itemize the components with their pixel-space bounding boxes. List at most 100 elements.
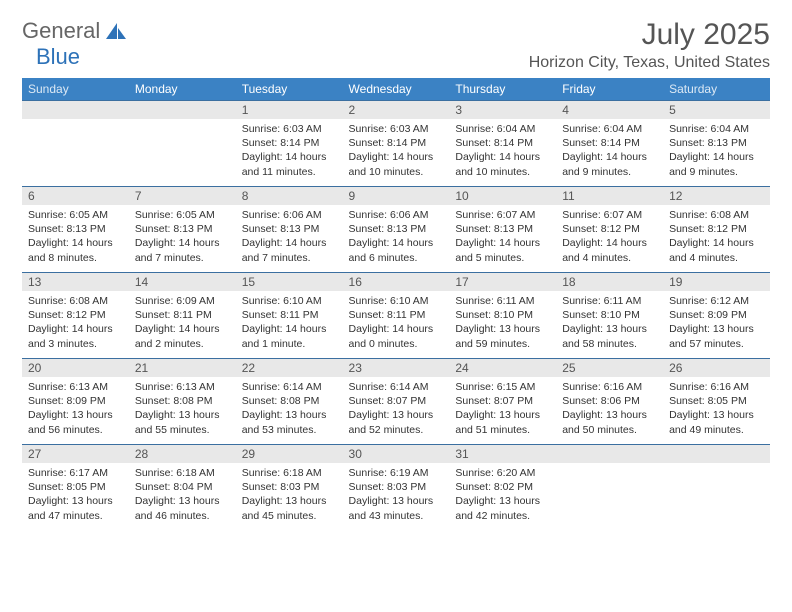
day-body: Sunrise: 6:03 AMSunset: 8:14 PMDaylight:… — [236, 119, 343, 183]
day-number: 19 — [663, 273, 770, 291]
brand-sail-icon — [105, 22, 127, 40]
day-number: 12 — [663, 187, 770, 205]
calendar-cell: 29Sunrise: 6:18 AMSunset: 8:03 PMDayligh… — [236, 445, 343, 531]
sunset-text: Sunset: 8:08 PM — [135, 394, 230, 408]
daylight-text: Daylight: 13 hours and 56 minutes. — [28, 408, 123, 436]
daylight-text: Daylight: 14 hours and 4 minutes. — [562, 236, 657, 264]
sunrise-text: Sunrise: 6:04 AM — [562, 122, 657, 136]
calendar-cell: 11Sunrise: 6:07 AMSunset: 8:12 PMDayligh… — [556, 187, 663, 273]
calendar-cell — [22, 101, 129, 187]
calendar-row: 13Sunrise: 6:08 AMSunset: 8:12 PMDayligh… — [22, 273, 770, 359]
daylight-text: Daylight: 14 hours and 6 minutes. — [349, 236, 444, 264]
day-number: 30 — [343, 445, 450, 463]
sunrise-text: Sunrise: 6:11 AM — [455, 294, 550, 308]
day-body: Sunrise: 6:08 AMSunset: 8:12 PMDaylight:… — [663, 205, 770, 269]
calendar-cell: 20Sunrise: 6:13 AMSunset: 8:09 PMDayligh… — [22, 359, 129, 445]
day-number: 27 — [22, 445, 129, 463]
calendar-cell: 6Sunrise: 6:05 AMSunset: 8:13 PMDaylight… — [22, 187, 129, 273]
sunset-text: Sunset: 8:13 PM — [455, 222, 550, 236]
sunrise-text: Sunrise: 6:12 AM — [669, 294, 764, 308]
daylight-text: Daylight: 13 hours and 46 minutes. — [135, 494, 230, 522]
sunrise-text: Sunrise: 6:06 AM — [349, 208, 444, 222]
sunrise-text: Sunrise: 6:10 AM — [349, 294, 444, 308]
sunrise-text: Sunrise: 6:18 AM — [135, 466, 230, 480]
sunrise-text: Sunrise: 6:05 AM — [135, 208, 230, 222]
weekday-header: Tuesday — [236, 78, 343, 101]
title-block: July 2025 Horizon City, Texas, United St… — [529, 18, 770, 72]
brand-part2: Blue — [36, 44, 80, 70]
daylight-text: Daylight: 13 hours and 49 minutes. — [669, 408, 764, 436]
daylight-text: Daylight: 14 hours and 11 minutes. — [242, 150, 337, 178]
day-body: Sunrise: 6:12 AMSunset: 8:09 PMDaylight:… — [663, 291, 770, 355]
day-number: 4 — [556, 101, 663, 119]
calendar-cell: 7Sunrise: 6:05 AMSunset: 8:13 PMDaylight… — [129, 187, 236, 273]
day-number: 28 — [129, 445, 236, 463]
day-body: Sunrise: 6:08 AMSunset: 8:12 PMDaylight:… — [22, 291, 129, 355]
day-number: 3 — [449, 101, 556, 119]
daylight-text: Daylight: 13 hours and 50 minutes. — [562, 408, 657, 436]
weekday-header: Thursday — [449, 78, 556, 101]
daylight-text: Daylight: 13 hours and 58 minutes. — [562, 322, 657, 350]
sunrise-text: Sunrise: 6:04 AM — [455, 122, 550, 136]
sunset-text: Sunset: 8:13 PM — [349, 222, 444, 236]
location-text: Horizon City, Texas, United States — [529, 54, 770, 72]
day-body: Sunrise: 6:17 AMSunset: 8:05 PMDaylight:… — [22, 463, 129, 527]
day-number: 7 — [129, 187, 236, 205]
day-number: 17 — [449, 273, 556, 291]
day-number: 14 — [129, 273, 236, 291]
daylight-text: Daylight: 13 hours and 57 minutes. — [669, 322, 764, 350]
sunrise-text: Sunrise: 6:06 AM — [242, 208, 337, 222]
calendar-cell: 17Sunrise: 6:11 AMSunset: 8:10 PMDayligh… — [449, 273, 556, 359]
calendar-cell: 31Sunrise: 6:20 AMSunset: 8:02 PMDayligh… — [449, 445, 556, 531]
sunset-text: Sunset: 8:07 PM — [349, 394, 444, 408]
sunset-text: Sunset: 8:02 PM — [455, 480, 550, 494]
sunset-text: Sunset: 8:13 PM — [242, 222, 337, 236]
day-number: 31 — [449, 445, 556, 463]
calendar-cell: 14Sunrise: 6:09 AMSunset: 8:11 PMDayligh… — [129, 273, 236, 359]
day-body: Sunrise: 6:06 AMSunset: 8:13 PMDaylight:… — [236, 205, 343, 269]
day-number: 11 — [556, 187, 663, 205]
sunset-text: Sunset: 8:09 PM — [28, 394, 123, 408]
calendar-cell: 15Sunrise: 6:10 AMSunset: 8:11 PMDayligh… — [236, 273, 343, 359]
daylight-text: Daylight: 13 hours and 53 minutes. — [242, 408, 337, 436]
brand-part1: General — [22, 18, 100, 44]
sunset-text: Sunset: 8:13 PM — [135, 222, 230, 236]
day-number: 1 — [236, 101, 343, 119]
sunset-text: Sunset: 8:08 PM — [242, 394, 337, 408]
calendar-row: 1Sunrise: 6:03 AMSunset: 8:14 PMDaylight… — [22, 101, 770, 187]
sunset-text: Sunset: 8:05 PM — [669, 394, 764, 408]
day-number: 21 — [129, 359, 236, 377]
calendar-cell: 26Sunrise: 6:16 AMSunset: 8:05 PMDayligh… — [663, 359, 770, 445]
day-number: 15 — [236, 273, 343, 291]
daylight-text: Daylight: 13 hours and 47 minutes. — [28, 494, 123, 522]
day-body: Sunrise: 6:03 AMSunset: 8:14 PMDaylight:… — [343, 119, 450, 183]
day-number — [22, 101, 129, 119]
calendar-body: 1Sunrise: 6:03 AMSunset: 8:14 PMDaylight… — [22, 101, 770, 531]
sunrise-text: Sunrise: 6:13 AM — [135, 380, 230, 394]
day-number: 18 — [556, 273, 663, 291]
daylight-text: Daylight: 13 hours and 42 minutes. — [455, 494, 550, 522]
daylight-text: Daylight: 13 hours and 59 minutes. — [455, 322, 550, 350]
day-number: 8 — [236, 187, 343, 205]
sunset-text: Sunset: 8:13 PM — [28, 222, 123, 236]
daylight-text: Daylight: 13 hours and 45 minutes. — [242, 494, 337, 522]
sunrise-text: Sunrise: 6:04 AM — [669, 122, 764, 136]
sunrise-text: Sunrise: 6:17 AM — [28, 466, 123, 480]
calendar-head: SundayMondayTuesdayWednesdayThursdayFrid… — [22, 78, 770, 101]
sunrise-text: Sunrise: 6:15 AM — [455, 380, 550, 394]
calendar-cell: 28Sunrise: 6:18 AMSunset: 8:04 PMDayligh… — [129, 445, 236, 531]
sunset-text: Sunset: 8:11 PM — [349, 308, 444, 322]
day-body: Sunrise: 6:10 AMSunset: 8:11 PMDaylight:… — [343, 291, 450, 355]
day-body: Sunrise: 6:05 AMSunset: 8:13 PMDaylight:… — [129, 205, 236, 269]
day-number: 2 — [343, 101, 450, 119]
daylight-text: Daylight: 14 hours and 10 minutes. — [349, 150, 444, 178]
calendar-cell: 9Sunrise: 6:06 AMSunset: 8:13 PMDaylight… — [343, 187, 450, 273]
sunset-text: Sunset: 8:14 PM — [349, 136, 444, 150]
daylight-text: Daylight: 13 hours and 55 minutes. — [135, 408, 230, 436]
sunrise-text: Sunrise: 6:08 AM — [28, 294, 123, 308]
calendar-row: 20Sunrise: 6:13 AMSunset: 8:09 PMDayligh… — [22, 359, 770, 445]
calendar-table: SundayMondayTuesdayWednesdayThursdayFrid… — [22, 78, 770, 531]
calendar-cell: 12Sunrise: 6:08 AMSunset: 8:12 PMDayligh… — [663, 187, 770, 273]
sunrise-text: Sunrise: 6:10 AM — [242, 294, 337, 308]
day-body: Sunrise: 6:04 AMSunset: 8:14 PMDaylight:… — [556, 119, 663, 183]
